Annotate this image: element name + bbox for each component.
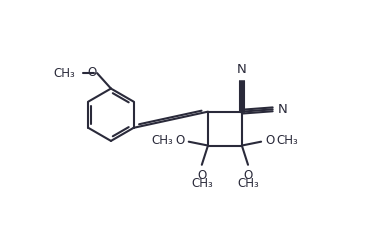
Text: CH₃: CH₃ [152, 134, 173, 147]
Text: CH₃: CH₃ [237, 177, 259, 190]
Text: O: O [197, 169, 206, 182]
Text: N: N [237, 63, 247, 76]
Text: CH₃: CH₃ [276, 134, 298, 147]
Text: CH₃: CH₃ [54, 67, 75, 80]
Text: O: O [243, 169, 253, 182]
Text: N: N [278, 103, 288, 116]
Text: CH₃: CH₃ [191, 177, 213, 190]
Text: O: O [176, 134, 185, 147]
Text: O: O [88, 66, 97, 79]
Text: O: O [265, 134, 274, 147]
